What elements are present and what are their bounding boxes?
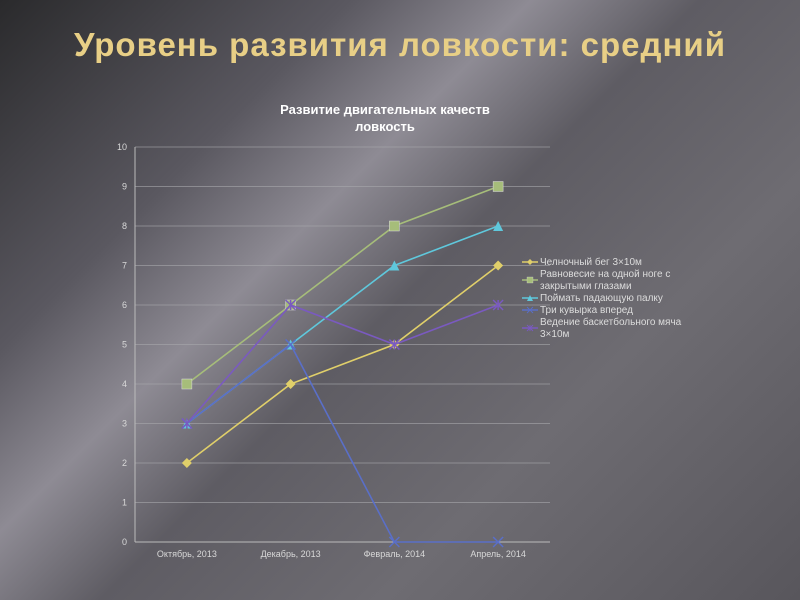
slide-title: Уровень развития ловкости: средний bbox=[74, 26, 726, 63]
star-marker bbox=[388, 338, 400, 351]
star-marker bbox=[285, 299, 297, 311]
square-marker bbox=[181, 378, 193, 390]
legend-label: закрытыми глазами bbox=[540, 281, 632, 292]
legend-label: Поймать падающую палку bbox=[540, 293, 663, 304]
triangle-marker bbox=[493, 221, 504, 231]
y-tick-label: 3 bbox=[122, 419, 127, 429]
y-tick-label: 9 bbox=[122, 182, 127, 192]
diamond-marker bbox=[285, 379, 296, 389]
series-1 bbox=[181, 260, 504, 468]
legend-label: Ведение баскетбольного мяча bbox=[540, 316, 682, 328]
triangle-marker bbox=[527, 295, 533, 301]
square-marker bbox=[389, 220, 400, 232]
y-tick-label: 8 bbox=[122, 221, 127, 231]
series-line bbox=[186, 304, 499, 425]
diamond-marker bbox=[181, 458, 192, 468]
diamond-marker bbox=[493, 260, 504, 271]
y-tick-label: 1 bbox=[122, 498, 127, 508]
chart-title-line-2: ловкость bbox=[355, 119, 415, 134]
y-tick-label: 2 bbox=[122, 458, 127, 468]
square-marker bbox=[526, 276, 534, 284]
star-marker bbox=[492, 299, 504, 311]
series-line bbox=[186, 264, 499, 464]
x-marker bbox=[285, 338, 297, 351]
x-marker bbox=[388, 536, 400, 548]
legend-label: 3×10м bbox=[540, 329, 570, 340]
star-marker bbox=[181, 417, 193, 430]
legend-label: Челночный бег 3×10м bbox=[540, 256, 642, 268]
legend-item: Челночный бег 3×10м bbox=[522, 256, 642, 268]
y-tick-label: 4 bbox=[122, 379, 127, 389]
star-marker bbox=[526, 324, 534, 332]
y-tick-label: 0 bbox=[122, 537, 127, 547]
y-tick-label: 6 bbox=[122, 300, 127, 310]
series-line bbox=[186, 343, 499, 543]
y-tick-label: 5 bbox=[122, 340, 127, 350]
chart-title-line-1: Развитие двигательных качеств bbox=[280, 102, 490, 117]
triangle-marker bbox=[389, 260, 400, 271]
series-5 bbox=[181, 299, 504, 430]
series-2 bbox=[181, 181, 504, 390]
x-tick-label: Апрель, 2014 bbox=[470, 549, 526, 559]
diamond-marker bbox=[527, 259, 533, 265]
legend-item: Поймать падающую палку bbox=[522, 293, 663, 304]
series-line bbox=[186, 185, 499, 385]
legend-item: Три кувырка вперед bbox=[522, 305, 633, 316]
legend-label: Три кувырка вперед bbox=[540, 305, 633, 316]
legend-label: Равновесие на одной ноге с bbox=[540, 269, 670, 280]
square-marker bbox=[492, 181, 504, 192]
x-marker bbox=[492, 536, 504, 548]
y-tick-label: 10 bbox=[117, 142, 127, 152]
x-marker bbox=[526, 306, 534, 314]
y-tick-label: 7 bbox=[122, 261, 127, 271]
x-tick-label: Октябрь, 2013 bbox=[157, 549, 217, 559]
x-tick-label: Февраль, 2014 bbox=[364, 549, 426, 559]
series-4 bbox=[181, 338, 504, 548]
x-tick-label: Декабрь, 2013 bbox=[261, 549, 321, 559]
